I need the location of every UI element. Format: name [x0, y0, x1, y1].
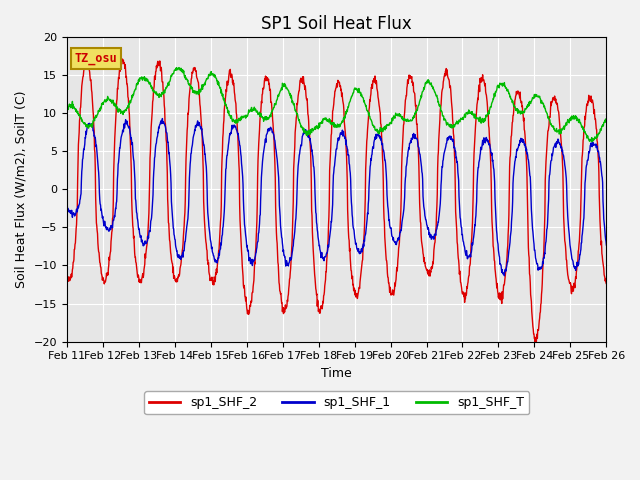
sp1_SHF_2: [420, 260, 428, 266]
Title: SP1 Soil Heat Flux: SP1 Soil Heat Flux: [261, 15, 412, 33]
sp1_SHF_T: [170, 71, 177, 76]
X-axis label: Time: Time: [321, 367, 352, 380]
sp1_SHF_T: [602, 117, 610, 122]
Text: TZ_osu: TZ_osu: [75, 52, 118, 65]
Line: sp1_SHF_1: sp1_SHF_1: [67, 119, 606, 276]
sp1_SHF_1: [159, 116, 166, 121]
sp1_SHF_1: [420, 208, 428, 214]
Legend: sp1_SHF_2, sp1_SHF_1, sp1_SHF_T: sp1_SHF_2, sp1_SHF_1, sp1_SHF_T: [144, 391, 529, 414]
sp1_SHF_1: [491, 196, 499, 202]
sp1_SHF_1: [539, 261, 547, 266]
sp1_SHF_T: [173, 65, 180, 71]
sp1_SHF_2: [63, 274, 70, 280]
sp1_SHF_T: [183, 77, 191, 83]
sp1_SHF_1: [183, 221, 191, 227]
sp1_SHF_2: [170, 273, 178, 279]
sp1_SHF_2: [183, 128, 191, 133]
sp1_SHF_1: [500, 273, 508, 279]
sp1_SHF_T: [588, 139, 596, 144]
sp1_SHF_T: [63, 108, 70, 113]
sp1_SHF_2: [491, 266, 499, 272]
Y-axis label: Soil Heat Flux (W/m2), SoilT (C): Soil Heat Flux (W/m2), SoilT (C): [15, 91, 28, 288]
sp1_SHF_T: [244, 113, 252, 119]
Line: sp1_SHF_T: sp1_SHF_T: [67, 68, 606, 142]
sp1_SHF_T: [491, 93, 499, 99]
sp1_SHF_T: [420, 85, 428, 91]
Line: sp1_SHF_2: sp1_SHF_2: [67, 58, 606, 343]
sp1_SHF_2: [532, 340, 540, 346]
sp1_SHF_1: [63, 202, 70, 208]
sp1_SHF_1: [170, 232, 178, 238]
sp1_SHF_1: [602, 242, 610, 248]
sp1_SHF_1: [244, 248, 252, 253]
sp1_SHF_2: [244, 311, 252, 317]
sp1_SHF_2: [83, 55, 91, 61]
sp1_SHF_T: [539, 100, 547, 106]
sp1_SHF_2: [602, 281, 610, 287]
sp1_SHF_2: [539, 262, 547, 267]
